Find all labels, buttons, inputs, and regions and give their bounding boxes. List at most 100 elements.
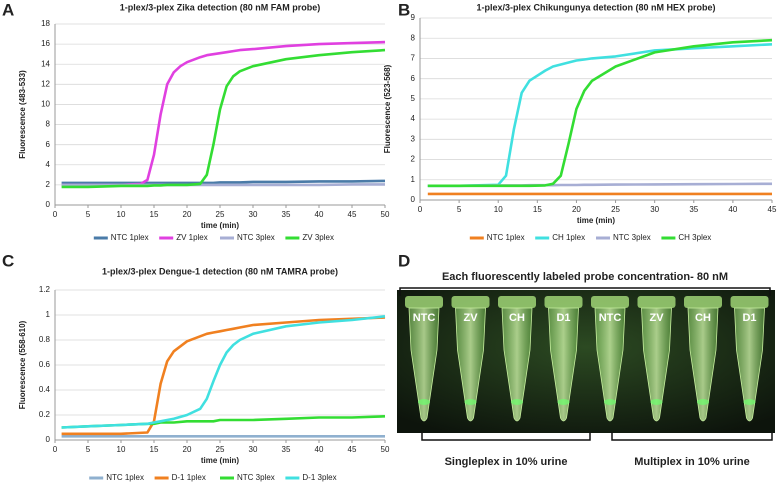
photo-title: Each fluorescently labeled probe concent… bbox=[442, 271, 728, 283]
x-tick-label: 25 bbox=[611, 205, 620, 214]
x-tick-label: 0 bbox=[53, 445, 58, 454]
y-tick-label: 10 bbox=[41, 100, 50, 109]
tube-label: D1 bbox=[556, 312, 570, 324]
x-tick-label: 40 bbox=[315, 210, 324, 219]
tube-cap bbox=[730, 296, 769, 308]
x-tick-label: 50 bbox=[381, 210, 390, 219]
x-tick-label: 35 bbox=[282, 210, 291, 219]
x-tick-label: 5 bbox=[457, 205, 462, 214]
tube-cap bbox=[405, 296, 443, 308]
tube bbox=[408, 307, 440, 422]
legend-label: NTC 3plex bbox=[237, 473, 275, 482]
data-line bbox=[61, 179, 386, 185]
y-tick-label: 4 bbox=[46, 160, 51, 169]
tube-label: CH bbox=[509, 312, 525, 324]
y-tick-label: 4 bbox=[411, 114, 416, 123]
tube-liquid bbox=[464, 399, 477, 405]
x-tick-label: 15 bbox=[150, 445, 159, 454]
y-tick-label: 2 bbox=[46, 180, 51, 189]
panel-letter: C bbox=[2, 251, 14, 270]
x-tick-label: 20 bbox=[183, 210, 192, 219]
tube-label: CH bbox=[695, 312, 711, 324]
legend-label: ZV 3plex bbox=[302, 233, 334, 242]
x-tick-label: 5 bbox=[86, 210, 91, 219]
chart-title: 1-plex/3-plex Chikungunya detection (80 … bbox=[476, 2, 715, 12]
x-tick-label: 45 bbox=[768, 205, 777, 214]
tube-cap bbox=[498, 296, 536, 308]
y-tick-label: 0.4 bbox=[39, 385, 51, 394]
x-tick-label: 5 bbox=[86, 445, 91, 454]
tube-liquid bbox=[743, 399, 756, 405]
panel-letter: D bbox=[398, 251, 410, 270]
y-tick-label: 0.8 bbox=[39, 335, 51, 344]
y-tick-label: 18 bbox=[41, 19, 50, 28]
y-tick-label: 1 bbox=[411, 175, 416, 184]
x-axis-label: time (min) bbox=[201, 221, 240, 230]
x-tick-label: 15 bbox=[150, 210, 159, 219]
group-label: Singleplex in 10% urine bbox=[445, 456, 568, 468]
x-tick-label: 45 bbox=[348, 210, 357, 219]
tube bbox=[687, 307, 719, 422]
group-label: Multiplex in 10% urine bbox=[634, 456, 750, 468]
tube-liquid bbox=[418, 399, 430, 405]
tube bbox=[501, 307, 533, 422]
x-tick-label: 0 bbox=[53, 210, 58, 219]
data-line bbox=[427, 38, 773, 188]
y-tick-label: 1.2 bbox=[39, 285, 51, 294]
tube bbox=[734, 307, 765, 422]
x-tick-label: 40 bbox=[728, 205, 737, 214]
x-tick-label: 30 bbox=[249, 445, 258, 454]
y-tick-label: 7 bbox=[411, 54, 416, 63]
tube-liquid bbox=[557, 399, 570, 405]
x-tick-label: 25 bbox=[216, 210, 225, 219]
x-tick-label: 30 bbox=[249, 210, 258, 219]
top-bracket bbox=[399, 287, 771, 296]
x-tick-label: 40 bbox=[315, 445, 324, 454]
x-tick-label: 45 bbox=[348, 445, 357, 454]
photo-background bbox=[397, 290, 775, 433]
tube-label: NTC bbox=[599, 312, 622, 324]
x-tick-label: 10 bbox=[117, 210, 126, 219]
x-tick-label: 10 bbox=[494, 205, 503, 214]
tube-label: ZV bbox=[463, 312, 478, 324]
legend-label: CH 1plex bbox=[552, 233, 585, 242]
y-tick-label: 0.2 bbox=[39, 410, 51, 419]
chart-title: 1-plex/3-plex Zika detection (80 nM FAM … bbox=[120, 2, 321, 12]
tube bbox=[455, 307, 486, 422]
x-tick-label: 50 bbox=[381, 445, 390, 454]
legend-label: D-1 1plex bbox=[172, 473, 206, 482]
tube-cap bbox=[451, 296, 490, 308]
x-axis-label: time (min) bbox=[201, 456, 240, 465]
y-tick-label: 1 bbox=[46, 310, 51, 319]
x-tick-label: 10 bbox=[117, 445, 126, 454]
legend-label: NTC 3plex bbox=[237, 233, 275, 242]
tube-liquid bbox=[604, 399, 616, 405]
tube-label: ZV bbox=[649, 312, 664, 324]
x-axis-label: time (min) bbox=[577, 216, 616, 225]
y-tick-label: 5 bbox=[411, 94, 416, 103]
y-axis-label: Fluorescence (523-568) bbox=[383, 64, 392, 153]
x-tick-label: 0 bbox=[418, 205, 423, 214]
data-line bbox=[61, 40, 386, 187]
legend-label: NTC 1plex bbox=[111, 233, 149, 242]
tube-cap bbox=[637, 296, 676, 308]
tube-label: D1 bbox=[742, 312, 756, 324]
data-line bbox=[61, 316, 386, 436]
tube-cap bbox=[591, 296, 629, 308]
y-tick-label: 0 bbox=[411, 195, 416, 204]
y-tick-label: 2 bbox=[411, 155, 416, 164]
tube-label: NTC bbox=[413, 312, 436, 324]
legend-label: NTC 3plex bbox=[613, 233, 651, 242]
tube-liquid bbox=[650, 399, 663, 405]
y-tick-label: 14 bbox=[41, 59, 50, 68]
panel-letter: A bbox=[2, 0, 14, 19]
y-tick-label: 6 bbox=[411, 74, 416, 83]
y-tick-label: 9 bbox=[411, 13, 416, 22]
y-tick-label: 8 bbox=[411, 33, 416, 42]
data-line bbox=[61, 183, 385, 187]
y-tick-label: 8 bbox=[46, 120, 51, 129]
tube-cap bbox=[544, 296, 583, 308]
x-tick-label: 30 bbox=[650, 205, 659, 214]
y-tick-label: 3 bbox=[411, 134, 416, 143]
data-line bbox=[61, 315, 386, 429]
